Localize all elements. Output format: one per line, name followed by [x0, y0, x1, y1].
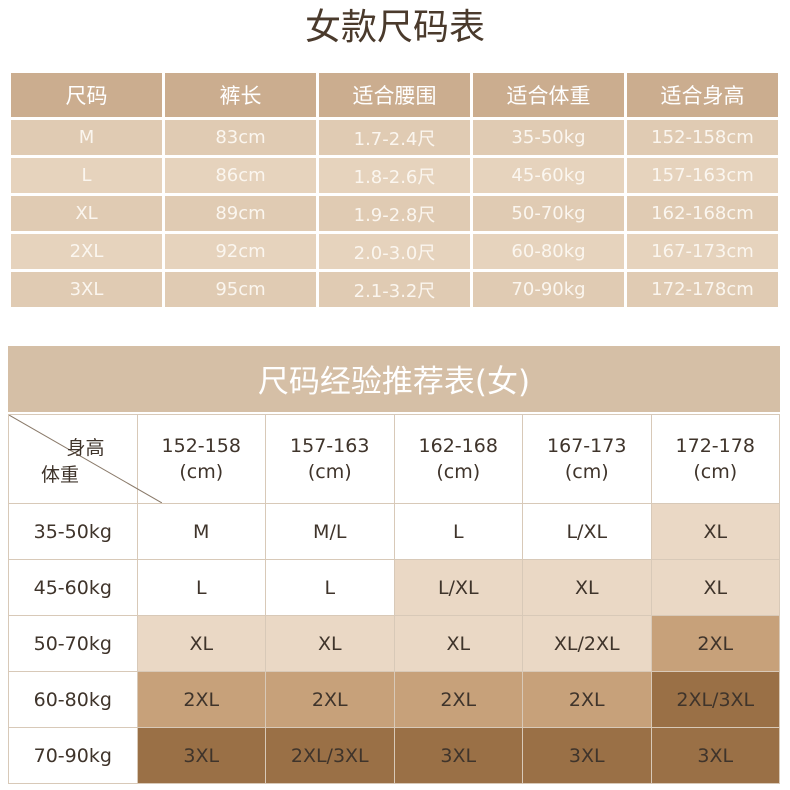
table-row: 45-60kg L L L/XL XL XL [8, 559, 780, 616]
recommend-cell: XL [650, 503, 780, 560]
recommend-table: 身高 体重 152-158 (cm) 157-163 (cm) 162-168 … [8, 414, 780, 784]
weight-row-label: 35-50kg [8, 503, 138, 560]
header-height: 适合身高 [624, 70, 781, 120]
recommend-cell: 3XL [136, 727, 266, 784]
height-unit: (cm) [564, 461, 609, 483]
recommend-cell: 3XL [393, 727, 523, 784]
recommend-cell: 2XL [265, 671, 395, 728]
recommend-cell: XL [650, 559, 780, 616]
table-row: 3XL 95cm 2.1-3.2尺 70-90kg 172-178cm [8, 269, 781, 310]
recommend-cell: 2XL [522, 671, 652, 728]
waist-cell: 2.0-3.0尺 [316, 231, 473, 272]
table-row: 35-50kg M M/L L L/XL XL [8, 503, 780, 560]
table-row: 50-70kg XL XL XL XL/2XL 2XL [8, 615, 780, 672]
size-cell: 2XL [8, 231, 165, 272]
table-row: L 86cm 1.8-2.6尺 45-60kg 157-163cm [8, 155, 781, 196]
corner-cell: 身高 体重 [8, 414, 162, 504]
recommend-cell: 3XL [522, 727, 652, 784]
length-cell: 89cm [162, 193, 319, 234]
weight-cell: 35-50kg [470, 117, 627, 158]
table-row: M 83cm 1.7-2.4尺 35-50kg 152-158cm [8, 117, 781, 158]
header-pants-length: 裤长 [162, 70, 319, 120]
height-cell: 162-168cm [624, 193, 781, 234]
size-chart-title: 女款尺码表 [304, 7, 485, 48]
header-weight: 适合体重 [470, 70, 627, 120]
recommend-cell: XL/2XL [522, 615, 652, 672]
waist-cell: 1.8-2.6尺 [316, 155, 473, 196]
recommend-cell: 2XL/3XL [650, 671, 780, 728]
recommend-header-row: 身高 体重 152-158 (cm) 157-163 (cm) 162-168 … [8, 414, 780, 504]
recommend-cell: 2XL [650, 615, 780, 672]
weight-cell: 50-70kg [470, 193, 627, 234]
size-cell: 3XL [8, 269, 165, 310]
recommend-cell: M/L [265, 503, 395, 560]
height-unit: (cm) [436, 461, 481, 483]
size-cell: XL [8, 193, 165, 234]
recommend-cell: XL [393, 615, 523, 672]
height-cell: 152-158cm [624, 117, 781, 158]
recommend-cell: L [136, 559, 266, 616]
height-col-header: 152-158 (cm) [136, 414, 266, 504]
weight-row-label: 60-80kg [8, 671, 138, 728]
height-cell: 157-163cm [624, 155, 781, 196]
height-unit: (cm) [693, 461, 738, 483]
weight-row-label: 45-60kg [8, 559, 138, 616]
table-row: 60-80kg 2XL 2XL 2XL 2XL 2XL/3XL [8, 671, 780, 728]
height-range: 152-158 [161, 435, 241, 457]
recommend-cell: L [265, 559, 395, 616]
height-range: 162-168 [418, 435, 498, 457]
height-unit: (cm) [307, 461, 352, 483]
height-unit: (cm) [179, 461, 224, 483]
table-row: 2XL 92cm 2.0-3.0尺 60-80kg 167-173cm [8, 231, 781, 272]
recommend-cell: 2XL [393, 671, 523, 728]
recommend-table-title: 尺码经验推荐表(女) [8, 346, 780, 412]
recommend-cell: 2XL [136, 671, 266, 728]
weight-row-label: 50-70kg [8, 615, 138, 672]
recommend-cell: M [136, 503, 266, 560]
waist-cell: 1.9-2.8尺 [316, 193, 473, 234]
table-row: XL 89cm 1.9-2.8尺 50-70kg 162-168cm [8, 193, 781, 234]
size-cell: M [8, 117, 165, 158]
size-cell: L [8, 155, 165, 196]
table-row: 70-90kg 3XL 2XL/3XL 3XL 3XL 3XL [8, 727, 780, 784]
length-cell: 95cm [162, 269, 319, 310]
height-col-header: 172-178 (cm) [650, 414, 780, 504]
recommend-cell: L/XL [393, 559, 523, 616]
corner-weight-label: 体重 [41, 464, 80, 486]
height-col-header: 167-173 (cm) [522, 414, 652, 504]
weight-cell: 60-80kg [470, 231, 627, 272]
weight-row-label: 70-90kg [8, 727, 138, 784]
recommend-cell: XL [136, 615, 266, 672]
header-waist: 适合腰围 [316, 70, 473, 120]
waist-cell: 2.1-3.2尺 [316, 269, 473, 310]
size-chart-table: 尺码 裤长 适合腰围 适合体重 适合身高 M 83cm 1.7-2.4尺 35-… [8, 70, 781, 310]
height-col-header: 162-168 (cm) [393, 414, 523, 504]
length-cell: 86cm [162, 155, 319, 196]
recommend-cell: 2XL/3XL [265, 727, 395, 784]
height-cell: 167-173cm [624, 231, 781, 272]
weight-cell: 45-60kg [470, 155, 627, 196]
weight-cell: 70-90kg [470, 269, 627, 310]
height-range: 172-178 [675, 435, 755, 457]
recommend-cell: L [393, 503, 523, 560]
header-size: 尺码 [8, 70, 165, 120]
length-cell: 92cm [162, 231, 319, 272]
recommend-cell: XL [265, 615, 395, 672]
recommend-cell: XL [522, 559, 652, 616]
height-cell: 172-178cm [624, 269, 781, 310]
height-range: 167-173 [547, 435, 627, 457]
recommend-cell: L/XL [522, 503, 652, 560]
waist-cell: 1.7-2.4尺 [316, 117, 473, 158]
diagonal-divider [9, 415, 162, 503]
recommend-cell: 3XL [650, 727, 780, 784]
size-chart-header-row: 尺码 裤长 适合腰围 适合体重 适合身高 [8, 70, 781, 120]
corner-height-label: 身高 [66, 437, 105, 459]
length-cell: 83cm [162, 117, 319, 158]
height-col-header: 157-163 (cm) [265, 414, 395, 504]
height-range: 157-163 [290, 435, 370, 457]
